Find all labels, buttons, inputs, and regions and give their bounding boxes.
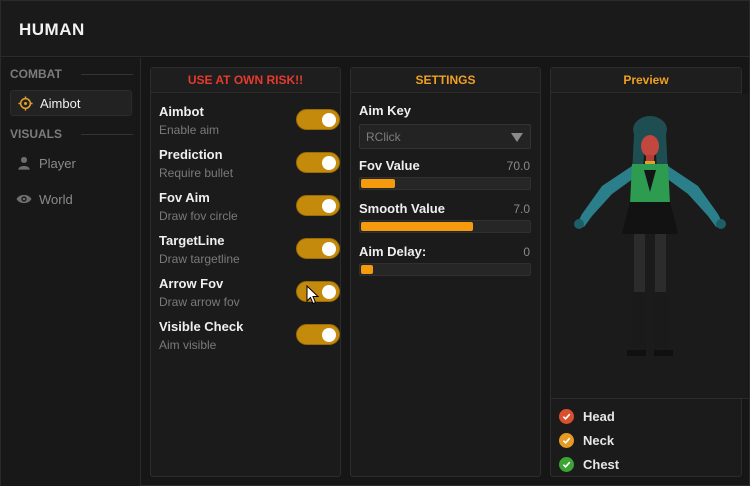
option-label: Visible Check — [159, 319, 244, 334]
option-visible-check: Visible Check Aim visible — [159, 319, 340, 359]
toggle-knob — [322, 113, 336, 127]
fov-aim-toggle[interactable] — [296, 195, 340, 216]
crosshair-icon — [17, 95, 33, 111]
check-icon — [559, 432, 574, 448]
targetline-toggle[interactable] — [296, 238, 340, 259]
slider-fill — [361, 179, 395, 188]
title-bar: HUMAN — [1, 1, 749, 57]
settings-panel: SETTINGS Aim Key RClick Fov Value 70.0 S… — [350, 67, 541, 477]
legend-item-neck[interactable]: Neck — [559, 431, 614, 449]
character-preview — [552, 94, 748, 398]
dropdown-value: RClick — [366, 130, 401, 144]
aim-delay-readout: 0 — [523, 245, 530, 259]
aim-delay-slider[interactable] — [359, 263, 531, 276]
chevron-down-icon — [511, 133, 523, 142]
smooth-value-slider[interactable] — [359, 220, 531, 233]
toggle-knob — [322, 199, 336, 213]
option-description: Draw fov circle — [159, 209, 238, 223]
fov-value-slider[interactable] — [359, 177, 531, 190]
legend-label: Chest — [583, 456, 620, 472]
option-arrow-fov: Arrow Fov Draw arrow fov — [159, 276, 340, 316]
visible-check-toggle[interactable] — [296, 324, 340, 345]
prediction-toggle[interactable] — [296, 152, 340, 173]
section-header-combat: COMBAT — [10, 67, 62, 81]
character-model — [574, 116, 726, 356]
sidebar-item-label: Aimbot — [40, 95, 81, 111]
option-label: Fov Aim — [159, 190, 210, 205]
check-icon — [559, 456, 574, 472]
section-divider — [81, 134, 133, 135]
sidebar: COMBAT Aimbot VISUALS Player World — [1, 58, 141, 486]
eye-icon — [16, 191, 32, 207]
sidebar-item-player[interactable]: Player — [10, 150, 132, 176]
option-prediction: Prediction Require bullet — [159, 147, 340, 187]
sidebar-item-label: Player — [39, 155, 76, 171]
option-description: Draw arrow fov — [159, 295, 240, 309]
option-targetline: TargetLine Draw targetline — [159, 233, 340, 273]
toggle-knob — [322, 328, 336, 342]
window-title: HUMAN — [19, 20, 85, 39]
hitbox-legend: Head Neck Chest — [551, 398, 749, 478]
legend-item-chest[interactable]: Chest — [559, 455, 619, 473]
slider-fill — [361, 265, 373, 274]
option-description: Enable aim — [159, 123, 220, 137]
panel-header-preview: Preview — [551, 68, 741, 93]
sidebar-item-aimbot[interactable]: Aimbot — [10, 90, 132, 116]
option-description: Require bullet — [159, 166, 234, 180]
panel-header-risk: USE AT OWN RISK!! — [151, 68, 340, 93]
section-divider — [81, 74, 133, 75]
slider-fill — [361, 222, 473, 231]
aimbot-options-panel: USE AT OWN RISK!! Aimbot Enable aim Pred… — [150, 67, 341, 477]
panel-header-settings: SETTINGS — [351, 68, 540, 93]
mouse-cursor-icon — [306, 285, 320, 305]
sidebar-item-label: World — [39, 191, 73, 207]
preview-panel: Preview — [550, 67, 749, 477]
option-aimbot: Aimbot Enable aim — [159, 104, 340, 144]
check-icon — [559, 408, 574, 424]
aim-key-label: Aim Key — [359, 103, 412, 118]
aim-key-dropdown[interactable]: RClick — [359, 124, 531, 149]
fov-value-readout: 70.0 — [506, 159, 530, 173]
legend-item-head[interactable]: Head — [559, 407, 615, 425]
legend-label: Neck — [583, 432, 615, 448]
option-description: Draw targetline — [159, 252, 240, 266]
smooth-value-label: Smooth Value — [359, 201, 445, 216]
section-header-visuals: VISUALS — [10, 127, 63, 141]
option-label: Arrow Fov — [159, 276, 224, 291]
smooth-value-readout: 7.0 — [513, 202, 530, 216]
option-description: Aim visible — [159, 338, 217, 352]
option-label: Aimbot — [159, 104, 204, 119]
fov-value-label: Fov Value — [359, 158, 420, 173]
toggle-knob — [322, 156, 336, 170]
person-icon — [16, 155, 32, 171]
toggle-knob — [322, 242, 336, 256]
legend-label: Head — [583, 408, 615, 424]
option-label: Prediction — [159, 147, 223, 162]
toggle-knob — [322, 285, 336, 299]
sidebar-item-world[interactable]: World — [10, 186, 132, 212]
aim-delay-label: Aim Delay: — [359, 244, 427, 259]
option-fov-aim: Fov Aim Draw fov circle — [159, 190, 340, 230]
option-label: TargetLine — [159, 233, 225, 248]
aimbot-toggle[interactable] — [296, 109, 340, 130]
